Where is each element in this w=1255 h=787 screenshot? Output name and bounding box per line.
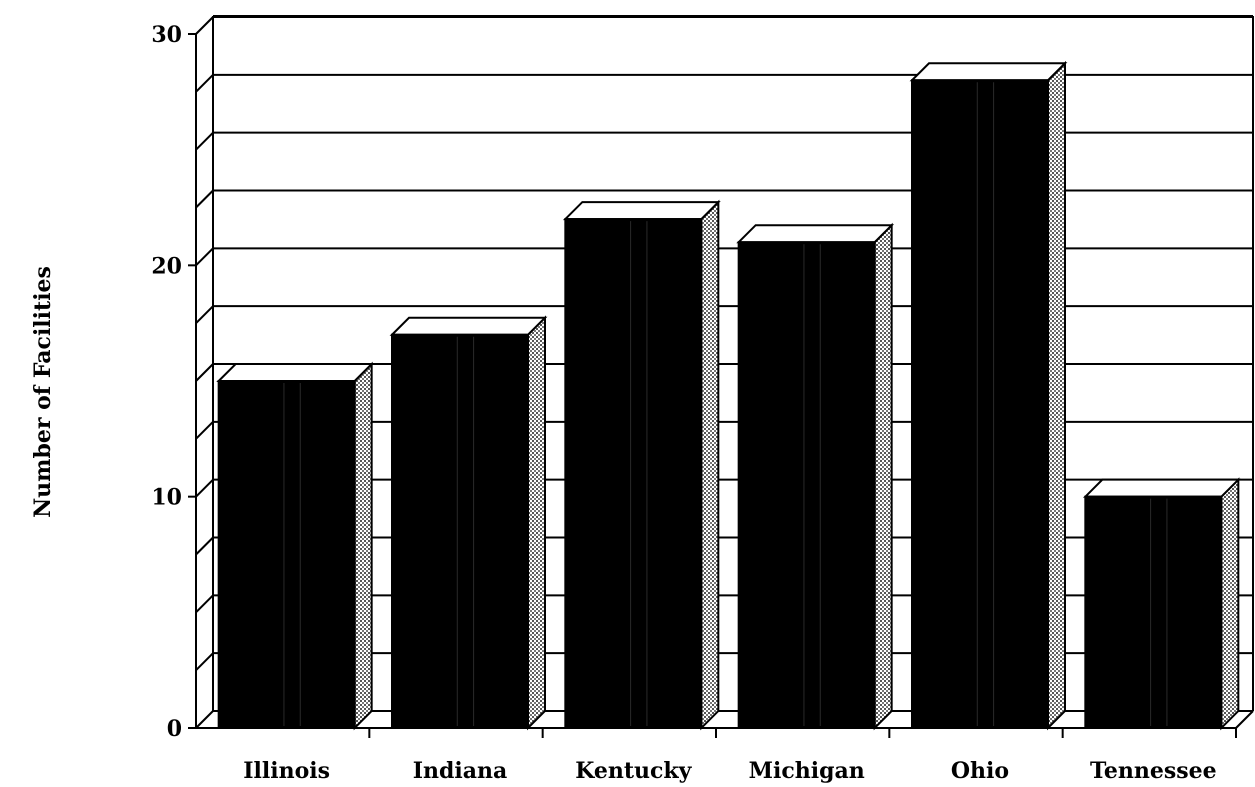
bar-top [216, 363, 375, 382]
bar [389, 315, 548, 731]
gridline-diagonal [195, 536, 214, 556]
bar-front [391, 333, 529, 729]
bar-top [1082, 478, 1241, 498]
gridline-diagonal [195, 652, 214, 671]
bar-side [353, 361, 373, 731]
gridline-diagonal [195, 189, 214, 209]
x-tick-label: Tennessee [1090, 758, 1217, 784]
bar [216, 361, 375, 731]
y-tick-label: 30 [151, 22, 182, 48]
bar-front [1084, 495, 1223, 729]
gridline-diagonal [195, 710, 214, 729]
bar-front [911, 79, 1049, 730]
bar [736, 222, 895, 731]
gridline-diagonal [195, 305, 214, 324]
bar-side [1047, 60, 1066, 731]
gridlines [195, 16, 1253, 729]
bar-top [562, 201, 721, 221]
bar-side [700, 199, 720, 731]
x-tick-label: Indiana [413, 758, 508, 784]
floor-right-edge [1235, 710, 1254, 729]
bar-front [737, 241, 876, 729]
bar-top [909, 62, 1068, 82]
y-tick-label: 10 [151, 485, 182, 511]
y-tick-label: 20 [151, 253, 182, 279]
bar-front [564, 218, 703, 729]
bar-front [217, 380, 356, 729]
labels: 0 10 20 30 Illinois Indiana Kentucky Michigan Oh… [151, 22, 1216, 784]
x-tick-label: Michigan [749, 758, 865, 784]
bar-top [389, 316, 548, 336]
bar [1082, 477, 1241, 731]
x-tick-label: Illinois [243, 758, 330, 784]
x-tick-label: Kentucky [575, 758, 692, 784]
axes [188, 15, 1254, 738]
x-tick-label: Ohio [951, 758, 1009, 784]
gridline-diagonal [195, 363, 214, 382]
bar [562, 199, 721, 731]
bar [909, 60, 1068, 731]
bar-side [873, 222, 893, 731]
gridline-diagonal [195, 74, 214, 93]
y-axis-title: Number of Facilities [30, 266, 56, 518]
gridline-diagonal [195, 247, 214, 267]
y-tick-label: 0 [167, 716, 182, 742]
gridline-diagonal [195, 131, 214, 151]
bar-side [527, 315, 546, 731]
gridline-diagonal [195, 421, 214, 440]
bars [216, 60, 1241, 731]
gridline-diagonal [195, 478, 214, 498]
bar-top [736, 224, 895, 244]
gridline-diagonal [195, 16, 214, 35]
gridline-diagonal [195, 594, 214, 614]
bar-side [1220, 477, 1240, 731]
